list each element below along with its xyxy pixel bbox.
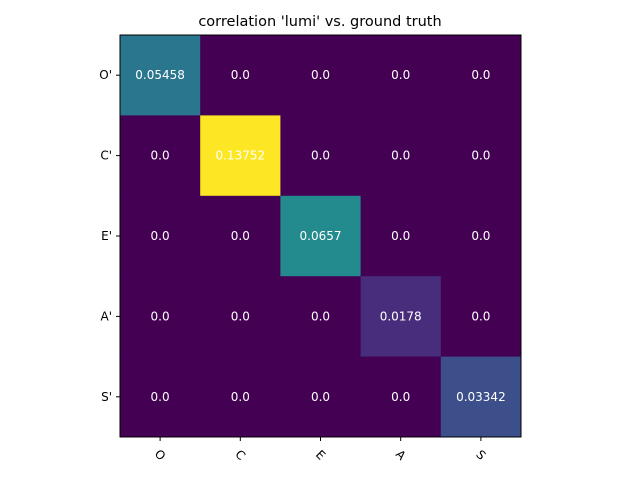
cell-value-label-2-1: 0.0 bbox=[231, 229, 250, 243]
heatmap-cell-4-1 bbox=[200, 356, 281, 438]
heatmap-cell-3-2 bbox=[280, 276, 362, 358]
x-tick-label-2: E bbox=[313, 447, 328, 462]
heatmap-cell-2-3 bbox=[360, 195, 442, 277]
cell-value-label-4-3: 0.0 bbox=[391, 390, 410, 404]
cell-value-label-2-4: 0.0 bbox=[471, 229, 490, 243]
heatmap-cell-4-0 bbox=[120, 356, 201, 438]
cell-value-label-4-2: 0.0 bbox=[311, 390, 330, 404]
cell-value-label-4-1: 0.0 bbox=[231, 390, 250, 404]
heatmap-cell-1-3 bbox=[360, 115, 442, 197]
cell-value-label-1-3: 0.0 bbox=[391, 149, 410, 163]
heatmap-cell-3-3 bbox=[360, 276, 442, 358]
x-tick-label-1: C bbox=[232, 447, 248, 463]
heatmap-cell-1-2 bbox=[280, 115, 362, 197]
cell-value-label-1-4: 0.0 bbox=[471, 149, 490, 163]
cell-value-label-1-1: 0.13752 bbox=[215, 149, 265, 163]
heatmap-cell-1-0 bbox=[120, 115, 201, 197]
cell-value-label-0-4: 0.0 bbox=[471, 68, 490, 82]
heatmap-cells: 0.05458 0.0 0.0 0.0 0.0 0.0 0.13752 0.0 0.0 0.0 0.… bbox=[120, 35, 522, 438]
cell-value-label-0-1: 0.0 bbox=[231, 68, 250, 82]
heatmap-cell-0-3 bbox=[360, 35, 442, 116]
cell-value-label-3-3: 0.0178 bbox=[380, 309, 422, 323]
heatmap-cell-3-4 bbox=[440, 276, 522, 358]
y-tick-label-0: O' bbox=[99, 68, 112, 82]
cell-value-label-1-2: 0.0 bbox=[311, 149, 330, 163]
heatmap-cell-0-0 bbox=[120, 35, 201, 116]
heatmap-cell-2-1 bbox=[200, 195, 281, 277]
cell-value-label-3-0: 0.0 bbox=[151, 309, 170, 323]
cell-value-label-0-0: 0.05458 bbox=[135, 68, 185, 82]
y-tick-label-3: A' bbox=[100, 309, 112, 323]
heatmap-cell-0-1 bbox=[200, 35, 281, 116]
heatmap-cell-3-0 bbox=[120, 276, 201, 358]
y-tick-label-2: E' bbox=[101, 229, 112, 243]
heatmap-cell-2-2 bbox=[280, 195, 362, 277]
cell-value-label-2-0: 0.0 bbox=[151, 229, 170, 243]
cell-value-label-4-0: 0.0 bbox=[151, 390, 170, 404]
heatmap-cell-1-4 bbox=[440, 115, 522, 197]
cell-value-label-3-4: 0.0 bbox=[471, 309, 490, 323]
cell-value-label-0-3: 0.0 bbox=[391, 68, 410, 82]
heatmap-cell-0-2 bbox=[280, 35, 362, 116]
cell-value-label-4-4: 0.03342 bbox=[456, 390, 506, 404]
cell-value-label-2-2: 0.0657 bbox=[300, 229, 342, 243]
cell-value-label-1-0: 0.0 bbox=[151, 149, 170, 163]
cell-value-label-2-3: 0.0 bbox=[391, 229, 410, 243]
heatmap-cell-4-4 bbox=[440, 356, 522, 438]
x-tick-label-0: O bbox=[152, 447, 169, 464]
heatmap-cell-2-4 bbox=[440, 195, 522, 277]
heatmap-cell-1-1 bbox=[200, 115, 281, 197]
x-tick-label-4: S bbox=[473, 447, 488, 462]
y-tick-label-1: C' bbox=[100, 149, 112, 163]
cell-value-label-0-2: 0.0 bbox=[311, 68, 330, 82]
chart-title: correlation 'lumi' vs. ground truth bbox=[198, 14, 441, 30]
y-tick-label-4: S' bbox=[101, 390, 112, 404]
heatmap-cell-0-4 bbox=[440, 35, 522, 116]
heatmap-cell-4-3 bbox=[360, 356, 442, 438]
heatmap-cell-4-2 bbox=[280, 356, 362, 438]
cell-value-label-3-2: 0.0 bbox=[311, 309, 330, 323]
heatmap-cell-3-1 bbox=[200, 276, 281, 358]
x-tick-label-3: A bbox=[393, 447, 409, 463]
heatmap-cell-2-0 bbox=[120, 195, 201, 277]
cell-value-label-3-1: 0.0 bbox=[231, 309, 250, 323]
